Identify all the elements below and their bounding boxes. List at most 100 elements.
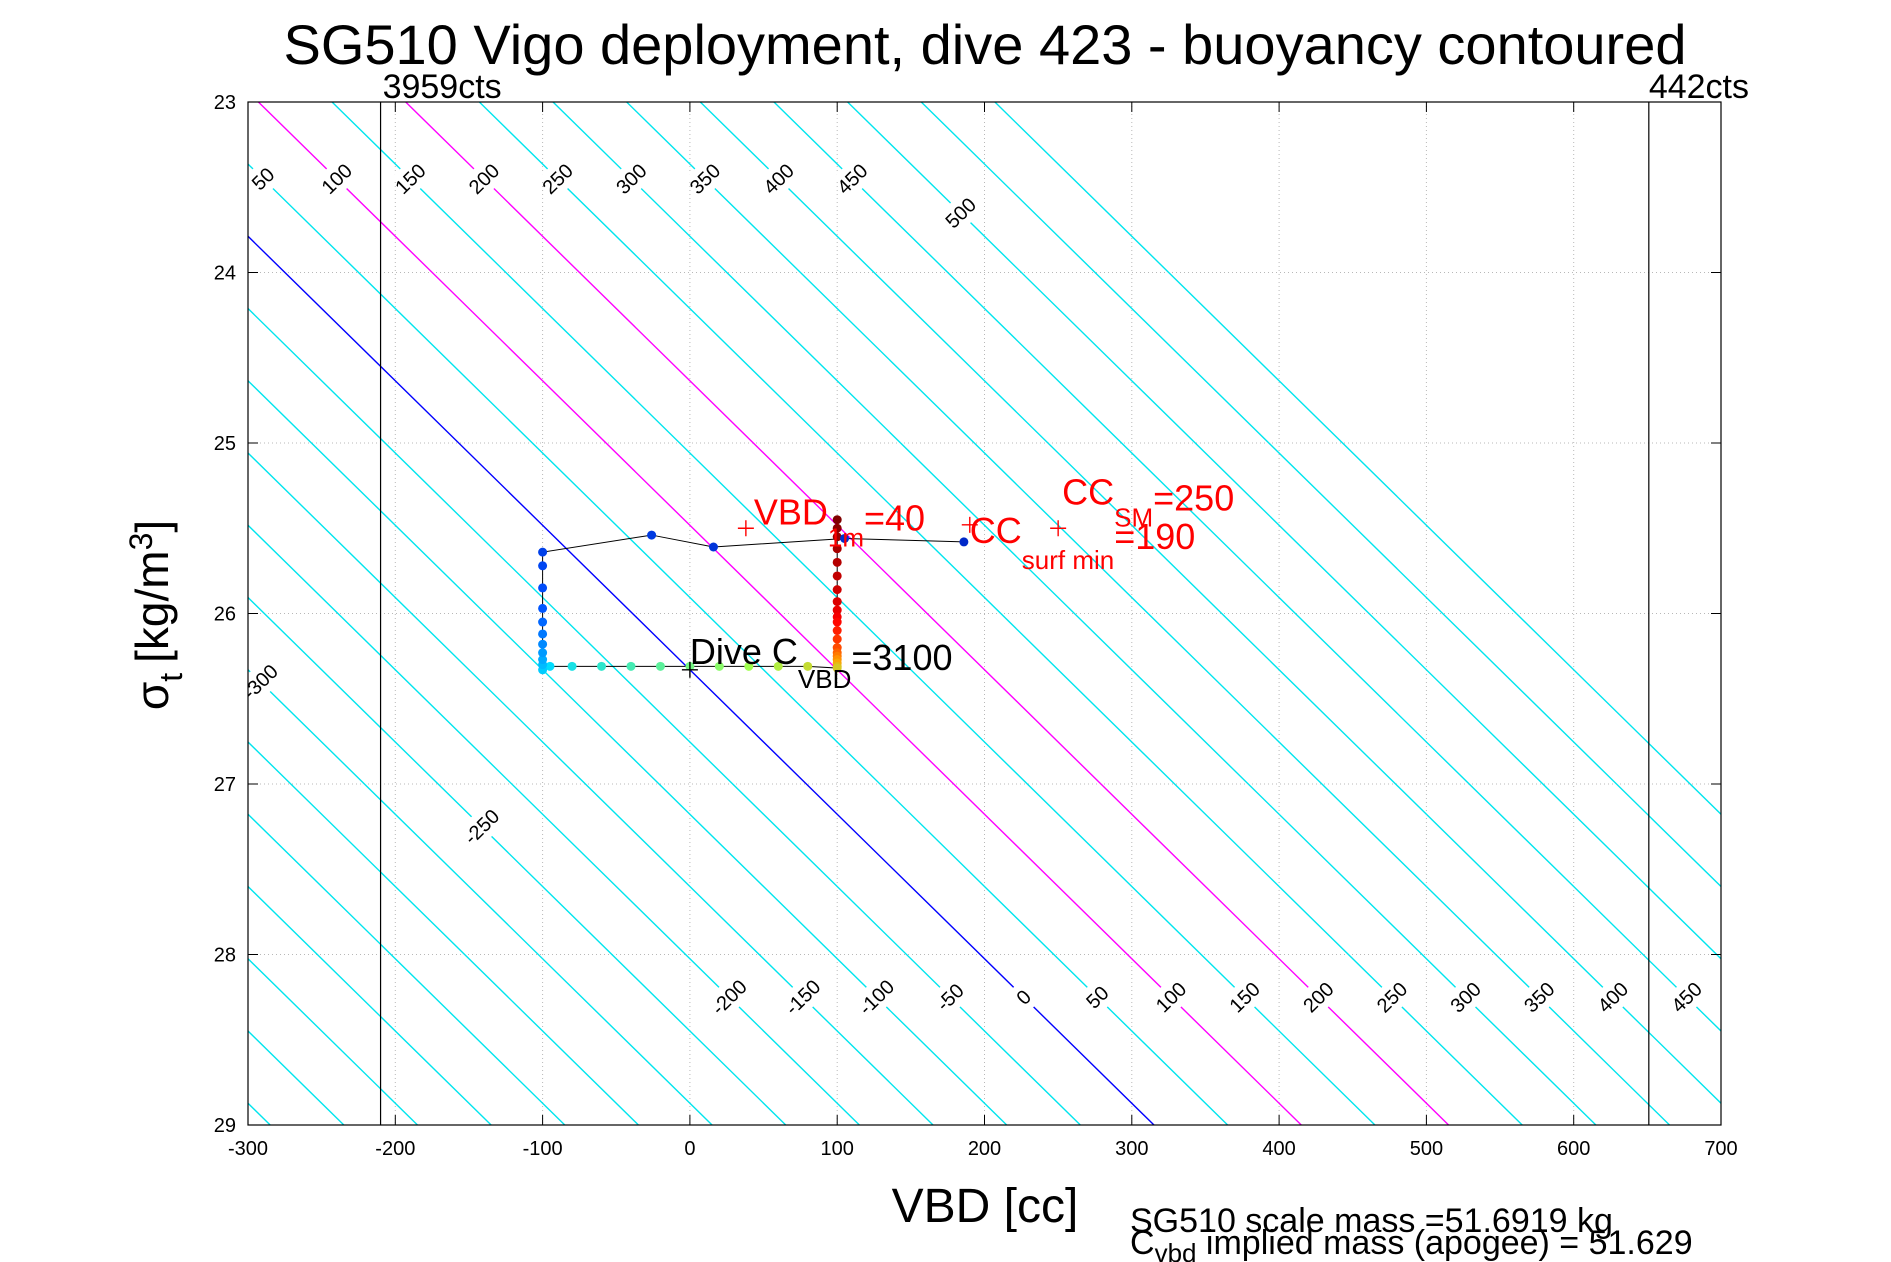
contour-line: [248, 524, 860, 1125]
contour-line: [248, 452, 934, 1125]
chart-title: SG510 Vigo deployment, dive 423 - buoyan…: [283, 13, 1686, 76]
contour-label-bg: [1373, 978, 1411, 1016]
implied-mass-rest: implied mass (apogee) = 51.629: [1196, 1224, 1692, 1262]
track-point: [647, 530, 657, 540]
x-tick-label: -200: [375, 1138, 415, 1160]
track-point: [655, 661, 665, 671]
contour-line: [626, 102, 1671, 1125]
contour-label-bg: [784, 978, 822, 1016]
track-point: [832, 634, 842, 644]
contour-label-bg: [686, 160, 724, 198]
contour-label-bg: [391, 160, 429, 198]
y-axis-label-sub: t: [153, 673, 189, 682]
track-point: [832, 544, 842, 554]
x-tick-label: 200: [968, 1138, 1001, 1160]
marker-label-sub: surf min: [1022, 545, 1114, 575]
contour-line: [920, 102, 1721, 888]
marker-label: Dive CVBD=3100: [690, 631, 953, 694]
contour-label-bg: [1594, 978, 1632, 1016]
x-tick-label: 0: [684, 1138, 695, 1160]
contour-line: [248, 307, 1081, 1125]
track-point: [597, 661, 607, 671]
contour-line: [248, 379, 1008, 1125]
track-point: [832, 585, 842, 595]
grid: [248, 102, 1721, 1125]
contour-line: [552, 102, 1597, 1125]
contour-label-bg: [942, 194, 979, 232]
y-axis-label-sup: 3: [123, 533, 159, 551]
contour-label-bg: [1447, 978, 1484, 1016]
contour-line: [248, 741, 639, 1125]
contour-line: [773, 102, 1721, 1032]
contour-label-bg: [1520, 978, 1558, 1016]
y-axis-label-close: ]: [126, 520, 178, 533]
track-point: [626, 661, 636, 671]
track-point: [744, 661, 754, 671]
vbd-limits: 3959cts 442cts: [379, 68, 1749, 1125]
marker-label-value: =40: [864, 497, 925, 538]
track-point: [714, 661, 724, 671]
marker-label-sub: SM: [1114, 502, 1153, 532]
contour-label-bg: [248, 160, 282, 198]
track-point: [832, 523, 842, 533]
x-axis-label: VBD [cc]: [892, 1180, 1079, 1233]
contour-label-bg: [710, 978, 748, 1016]
track-point: [538, 648, 548, 658]
x-tick-label: -300: [228, 1138, 268, 1160]
track-point: [538, 561, 548, 571]
axes: -300 -200 -100 0 100 200 300 400 500 600 700 23 24 25…: [214, 92, 1738, 1160]
marker-label-value: =3100: [851, 637, 952, 678]
contour-label-bg: [612, 160, 650, 198]
y-tick-label: 29: [214, 1115, 236, 1137]
contour-line: [331, 102, 1376, 1125]
contour-label-bg: [1005, 978, 1042, 1016]
track-point: [840, 533, 850, 543]
track-point: [832, 626, 842, 636]
scale-mass-note: SG510 scale mass =51.6919 kg: [1130, 1202, 1613, 1240]
track-point: [832, 532, 842, 542]
vbd-limit-label: 442cts: [1649, 68, 1749, 106]
x-tick-label: 600: [1557, 1138, 1590, 1160]
marker-label: CCsurf min=190: [970, 510, 1196, 575]
x-tick-label: 300: [1115, 1138, 1148, 1160]
x-tick-label: -100: [523, 1138, 563, 1160]
contour-label-bg: [1299, 978, 1337, 1016]
track-point: [545, 661, 555, 671]
marker-label-sub: 1m: [828, 522, 864, 552]
contour-line: [248, 885, 492, 1125]
dive-track: [538, 515, 969, 675]
y-tick-label: 27: [214, 774, 236, 796]
contour-line: [248, 668, 713, 1125]
track-point: [538, 629, 548, 639]
y-tick-label: 24: [214, 263, 236, 285]
marker-label-main: Dive C: [690, 631, 798, 672]
track-point: [773, 661, 783, 671]
x-tick-label: 100: [821, 1138, 854, 1160]
marker-label-main: CC: [1062, 471, 1114, 512]
track-point: [832, 617, 842, 627]
track-point: [538, 639, 548, 649]
contour-label-bg: [1668, 978, 1705, 1016]
contour-line: [478, 102, 1523, 1125]
track-point: [832, 663, 842, 673]
contour-line: [257, 102, 1302, 1125]
contour-line: [248, 596, 787, 1125]
contour-line: [405, 102, 1450, 1125]
track-point: [832, 605, 842, 615]
y-tick-label: 28: [214, 945, 236, 967]
contour-label-bg: [465, 160, 503, 198]
track-point: [832, 515, 842, 525]
track-point: [708, 542, 718, 552]
y-tick-label: 25: [214, 433, 236, 455]
implied-mass-c: C: [1130, 1224, 1155, 1262]
track-point: [538, 603, 548, 613]
contour-line: [248, 235, 1155, 1125]
x-tick-label: 500: [1410, 1138, 1443, 1160]
marker-label-main: CC: [970, 510, 1022, 551]
track-point: [538, 655, 548, 665]
contour-line: [248, 813, 566, 1125]
marker-label-value: =190: [1114, 516, 1195, 557]
y-tick-label: 23: [214, 92, 236, 114]
